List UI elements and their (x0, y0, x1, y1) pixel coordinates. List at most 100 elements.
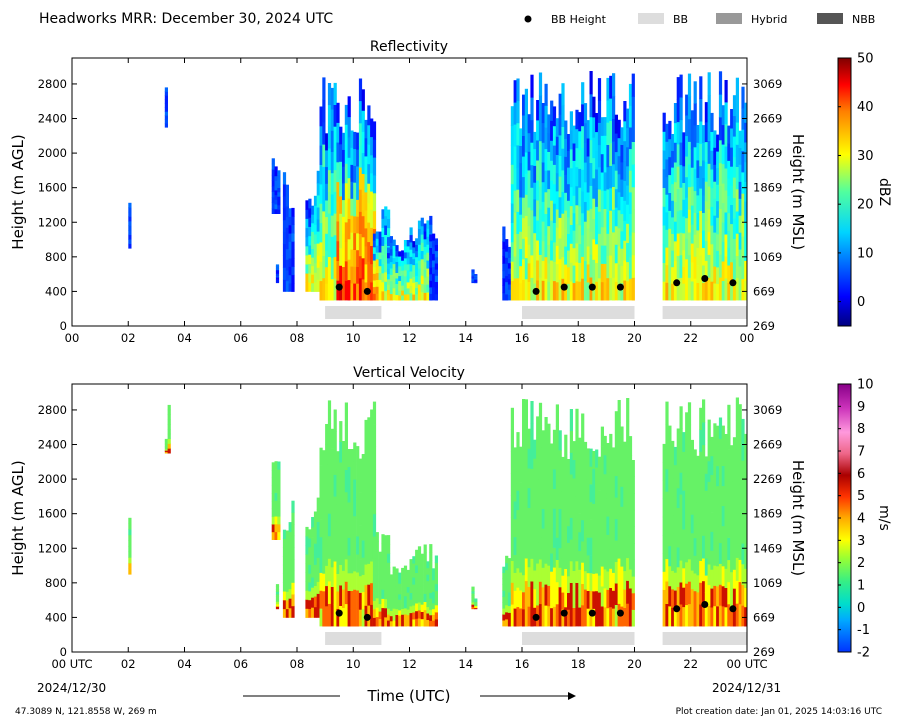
heatmap-cell (164, 447, 168, 450)
heatmap-cell (724, 80, 728, 103)
heatmap-cell (392, 294, 396, 301)
heatmap-cell (609, 75, 613, 99)
heatmap-cell (288, 249, 292, 259)
heatmap-cell (370, 582, 374, 605)
heatmap-cell (707, 277, 711, 301)
heatmap-cell (668, 586, 672, 607)
heatmap-cell (569, 560, 573, 583)
heatmap-cell (665, 536, 669, 560)
heatmap-cell (339, 421, 343, 442)
heatmap-cell (319, 483, 323, 502)
heatmap-cell (308, 198, 312, 209)
heatmap-cell (530, 491, 534, 514)
heatmap-cell (291, 605, 295, 618)
heatmap-cell (665, 491, 669, 515)
heatmap-cell (510, 560, 514, 583)
heatmap-cell (631, 164, 635, 188)
heatmap-cell (536, 416, 540, 438)
heatmap-cell (623, 120, 627, 142)
heatmap-cell (342, 283, 346, 301)
heatmap-cell (716, 267, 720, 284)
heatmap-cell (513, 608, 517, 627)
heatmap-cell (544, 148, 548, 171)
heatmap-cell (702, 177, 706, 196)
heatmap-cell (423, 585, 427, 594)
heatmap-cell (533, 551, 537, 571)
heatmap-cell (375, 597, 379, 608)
heatmap-cell (716, 525, 720, 547)
heatmap-cell (679, 142, 683, 166)
heatmap-cell (319, 183, 323, 204)
heatmap-cell (311, 517, 315, 528)
heatmap-cell (617, 173, 621, 193)
heatmap-cell (420, 575, 424, 583)
heatmap-cell (342, 607, 346, 627)
heatmap-cell (682, 165, 686, 183)
heatmap-cell (474, 276, 478, 278)
heatmap-cell (275, 269, 280, 273)
heatmap-cell (730, 589, 734, 609)
heatmap-cell (614, 411, 618, 434)
heatmap-cell (572, 265, 576, 284)
heatmap-cell (375, 279, 379, 287)
heatmap-cell (544, 278, 548, 301)
heatmap-cell (732, 279, 737, 301)
heatmap-cell (275, 594, 280, 597)
heatmap-cell (522, 506, 526, 524)
heatmap-cell (524, 278, 528, 301)
heatmap-cell (415, 549, 419, 558)
heatmap-cell (662, 150, 666, 170)
heatmap-cell (713, 524, 717, 546)
heatmap-cell (682, 432, 686, 452)
heatmap-cell (555, 245, 559, 265)
heatmap-cell (429, 552, 433, 561)
heatmap-cell (364, 246, 368, 265)
heatmap-cell (519, 248, 523, 267)
heatmap-cell (344, 280, 348, 301)
heatmap-cell (406, 264, 410, 271)
heatmap-cell (544, 563, 548, 585)
heatmap-cell (384, 290, 388, 301)
heatmap-cell (572, 552, 576, 571)
heatmap-cell (564, 473, 568, 493)
heatmap-cell (277, 179, 281, 184)
heatmap-cell (676, 166, 680, 189)
heatmap-cell (313, 214, 318, 225)
heatmap-cell (552, 203, 557, 223)
heatmap-cell (271, 174, 275, 181)
heatmap-cell (378, 252, 382, 260)
heatmap-cell (628, 148, 633, 171)
heatmap-cell (704, 220, 708, 242)
heatmap-cell (541, 221, 545, 242)
heatmap-cell (367, 105, 371, 126)
heatmap-cell (288, 541, 292, 552)
heatmap-cell (730, 571, 734, 591)
heatmap-cell (718, 438, 723, 460)
heatmap-cell (364, 419, 368, 441)
heatmap-cell (342, 552, 346, 571)
heatmap-cell (735, 277, 739, 301)
heatmap-cell (128, 523, 132, 530)
heatmap-cell (384, 553, 388, 563)
velocity-right-y-axis-label: Height (m MSL) (789, 460, 807, 576)
heatmap-cell (277, 492, 281, 501)
heatmap-cell (600, 135, 604, 155)
heatmap-cell (516, 100, 520, 124)
heatmap-cell (665, 247, 669, 266)
heatmap-cell (555, 493, 559, 516)
heatmap-cell (322, 211, 326, 234)
heatmap-cell (313, 596, 318, 608)
heatmap-cell (384, 562, 388, 572)
heatmap-cell (578, 437, 582, 457)
heatmap-cell (600, 226, 604, 246)
heatmap-cell (710, 512, 714, 532)
heatmap-cell (527, 170, 531, 189)
heatmap-cell (316, 182, 320, 196)
heatmap-cell (344, 491, 348, 515)
heatmap-cell (662, 571, 666, 590)
heatmap-cell (291, 547, 295, 560)
heatmap-cell (322, 277, 326, 301)
heatmap-cell (282, 564, 287, 574)
heatmap-cell (378, 245, 382, 253)
heatmap-cell (128, 546, 132, 552)
